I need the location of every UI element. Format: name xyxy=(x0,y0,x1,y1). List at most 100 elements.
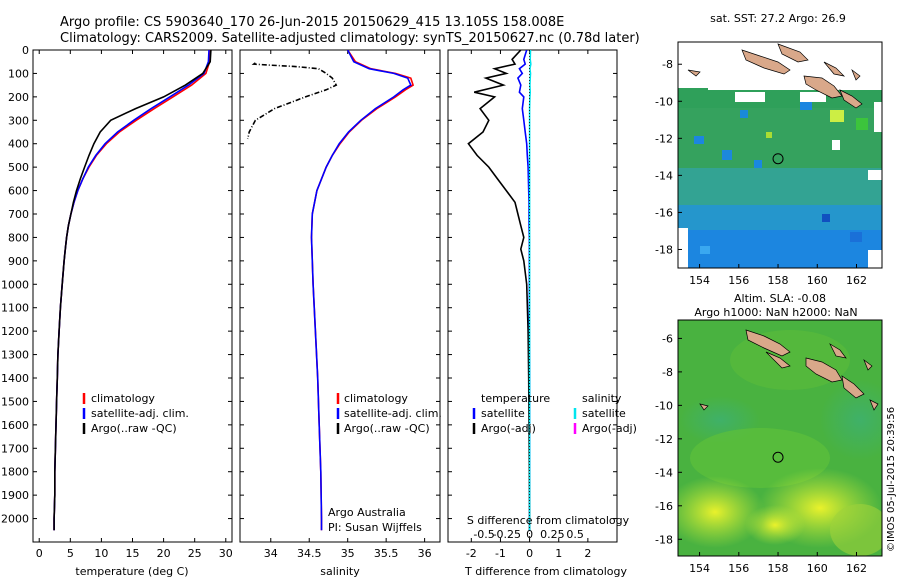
series-line-argo-raw-qc- xyxy=(53,50,212,531)
sla-map-title-line1: Altim. SLA: -0.08 xyxy=(734,292,826,305)
x-tick-label: -1 xyxy=(495,547,506,560)
x-tick-label: 30 xyxy=(219,547,233,560)
series-line-argo-raw-qc- xyxy=(246,62,338,140)
temperature-lines xyxy=(53,50,212,531)
lat-tick-label: -16 xyxy=(655,500,673,513)
y-tick-label: 900 xyxy=(8,255,29,268)
x-tick-label: 34 xyxy=(264,547,278,560)
sla-island xyxy=(699,403,709,411)
lon-tick-label: 162 xyxy=(846,274,867,287)
lon-tick-label: 154 xyxy=(689,562,710,575)
figure-title-line2: Climatology: CARS2009. Satellite-adjuste… xyxy=(60,31,640,46)
s-axis-tick-label: 0.25 xyxy=(540,528,565,541)
sst-cell xyxy=(856,118,868,130)
temperature-xlabel: temperature (deg C) xyxy=(75,565,188,578)
sst-island xyxy=(741,49,791,75)
y-tick-label: 2000 xyxy=(1,513,29,526)
difference-legend: temperature satellite Argo(-adj) salinit… xyxy=(472,392,637,435)
difference-lines xyxy=(467,50,532,542)
sst-island xyxy=(839,89,863,109)
legend-climatology-label: climatology xyxy=(91,392,155,405)
argo-location-marker xyxy=(772,451,784,463)
sla-map: Altim. SLA: -0.08 Argo h1000: NaN h2000:… xyxy=(655,292,883,575)
sla-island xyxy=(745,329,791,357)
sla-island xyxy=(829,343,847,359)
sst-cell xyxy=(766,132,772,138)
sst-band-lower xyxy=(678,205,882,233)
difference-bottom-xlabel: T difference from climatology xyxy=(464,565,627,578)
difference-panel: -2 -1 0 1 2 -0.5-0.25 0 0.25 0.5 S difference fr… xyxy=(447,49,637,578)
sst-cell xyxy=(740,110,748,118)
x-tick-label: 2 xyxy=(584,547,591,560)
sla-map-title-line2: Argo h1000: NaN h2000: NaN xyxy=(694,306,857,319)
y-tick-label: 1200 xyxy=(1,325,29,338)
sla-island xyxy=(841,375,865,399)
sst-map-frame xyxy=(677,41,883,269)
figure-title-line1: Argo profile: CS 5903640_170 26-Jun-2015… xyxy=(60,15,564,30)
sst-gap xyxy=(735,92,765,102)
sst-cell xyxy=(722,150,732,160)
sla-map-frame xyxy=(677,319,883,557)
y-tick-label: 0 xyxy=(22,44,29,57)
y-tick-label: 300 xyxy=(8,114,29,127)
y-tick-label: 200 xyxy=(8,91,29,104)
sst-island xyxy=(823,61,846,77)
difference-axes-frame xyxy=(447,49,618,543)
lon-tick-label: 160 xyxy=(807,562,828,575)
legend-satellite-label: satellite-adj. clim. xyxy=(91,407,189,420)
lon-tick-label: 162 xyxy=(846,562,867,575)
x-tick-label: 35 xyxy=(341,547,355,560)
salinity-x-ticks: 34 34.5 35 35.5 36 xyxy=(264,50,432,560)
x-tick-label: -2 xyxy=(466,547,477,560)
lat-tick-label: -18 xyxy=(655,243,673,256)
series-line-temperature-argo-adj- xyxy=(467,50,531,531)
y-tick-label: 400 xyxy=(8,138,29,151)
sst-cell xyxy=(700,246,710,254)
sla-blob xyxy=(745,505,805,545)
y-tick-label: 1900 xyxy=(1,489,29,502)
y-tick-label: 1700 xyxy=(1,442,29,455)
lat-tick-label: -8 xyxy=(662,58,673,71)
y-tick-label: 800 xyxy=(8,231,29,244)
sst-band-bottom xyxy=(678,230,882,268)
lon-tick-label: 158 xyxy=(768,562,789,575)
lat-tick-label: -16 xyxy=(655,206,673,219)
x-tick-label: 10 xyxy=(94,547,108,560)
y-tick-label: 1100 xyxy=(1,302,29,315)
legend-t-satellite-label: satellite xyxy=(481,407,525,420)
x-tick-label: 35.5 xyxy=(374,547,399,560)
y-tick-label: 600 xyxy=(8,185,29,198)
temperature-axes-frame xyxy=(32,49,233,543)
lat-tick-label: -10 xyxy=(655,95,673,108)
lat-tick-label: -12 xyxy=(655,132,673,145)
sst-gap xyxy=(868,250,882,268)
sst-cell xyxy=(678,88,708,96)
sla-blob xyxy=(830,504,882,556)
difference-top-xlabel: S difference from climatology xyxy=(467,514,630,527)
salinity-legend: climatology satellite-adj. clim. Argo(..… xyxy=(336,392,442,435)
x-tick-label: 5 xyxy=(67,547,74,560)
sla-map-lon-ticks: 154 156 158 160 162 xyxy=(689,552,867,575)
legend-t-argo-label: Argo(-adj) xyxy=(481,422,536,435)
sst-cell xyxy=(850,232,862,242)
sst-gap xyxy=(868,170,882,180)
x-tick-label: 25 xyxy=(188,547,202,560)
argo-location-marker xyxy=(772,153,784,165)
temperature-x-ticks: 0 5 10 15 20 25 30 xyxy=(36,50,233,560)
legend-s-argo-label: Argo(-adj) xyxy=(582,422,637,435)
sst-cell xyxy=(822,214,830,222)
x-tick-label: 15 xyxy=(126,547,140,560)
x-tick-label: 1 xyxy=(555,547,562,560)
lon-tick-label: 156 xyxy=(728,562,749,575)
sst-map-lon-ticks: 154 156 158 160 162 xyxy=(689,264,867,287)
temperature-depth-ticks: 0 100 200 300 400 500 600 700 800 900 1000 1100 1200… xyxy=(1,44,232,526)
s-axis-tick-label: -0.25 xyxy=(493,528,521,541)
sst-gap xyxy=(832,140,840,150)
sst-island xyxy=(687,69,701,77)
legend-salinity-title: salinity xyxy=(582,392,622,405)
lon-tick-label: 156 xyxy=(728,274,749,287)
sst-gap xyxy=(800,92,826,102)
y-tick-label: 1000 xyxy=(1,278,29,291)
series-line-satellite-adj-clim- xyxy=(310,50,412,531)
